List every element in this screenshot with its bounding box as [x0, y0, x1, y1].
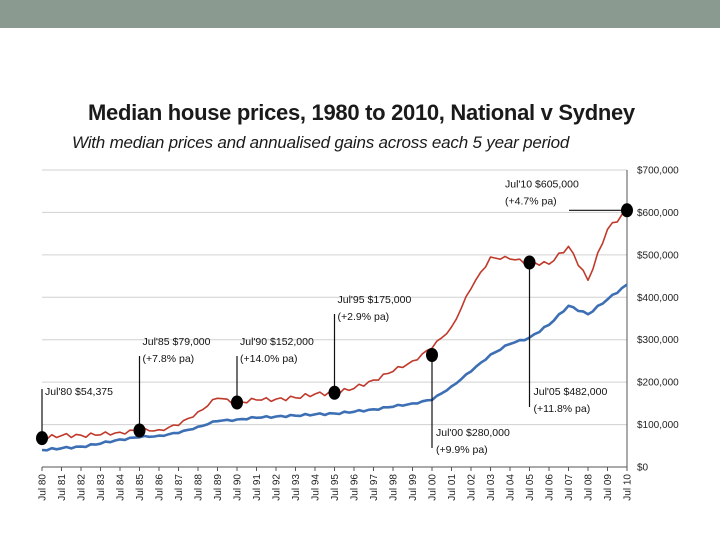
x-tick-label: Jul 88 [194, 474, 205, 501]
axes: $0 $100,000 $200,000 $300,000 $400,000 $500,0… [38, 166, 680, 501]
x-tick-label: Jul 98 [389, 474, 400, 501]
chart-title: Median house prices, 1980 to 2010, Natio… [88, 100, 635, 125]
y-tick-label: $100,000 [637, 420, 679, 431]
x-tick-label: Jul 85 [135, 474, 146, 501]
annotations: Jul'80 $54,375 Jul'85 $79,000 (+7.8% pa) Ju… [36, 178, 633, 456]
x-tick-label: Jul 92 [272, 474, 283, 501]
x-tick-label: Jul 81 [57, 474, 68, 501]
annotation-dot [36, 431, 48, 446]
y-tick-label: $400,000 [637, 293, 679, 304]
x-tick-label: Jul 04 [506, 474, 517, 501]
annotation-dot [523, 255, 536, 270]
annotation-dot [328, 385, 341, 400]
annotation-label: (+4.7% pa) [505, 195, 557, 207]
annotation-label: Jul'85 $79,000 [143, 336, 211, 348]
x-tick-label: Jul 05 [525, 474, 536, 501]
annotation-label: Jul'05 $482,000 [534, 386, 608, 398]
annotation-label: Jul'80 $54,375 [45, 386, 113, 398]
x-tick-label: Jul 09 [603, 474, 614, 501]
x-tick-label: Jul 83 [96, 474, 107, 501]
annotation-dot [621, 203, 633, 218]
annotation-label: (+7.8% pa) [143, 353, 195, 365]
y-tick-label: $500,000 [637, 250, 679, 261]
x-tick-label: Jul 99 [408, 474, 419, 501]
y-tick-label: $600,000 [637, 208, 679, 219]
x-tick-label: Jul 96 [350, 474, 361, 501]
x-tick-label: Jul 86 [155, 474, 166, 501]
x-tick-label: Jul 87 [174, 474, 185, 501]
x-tick-label: Jul 08 [584, 474, 595, 501]
x-tick-label: Jul 90 [233, 474, 244, 501]
x-tick-label: Jul 10 [623, 474, 634, 501]
annotation-label: Jul'95 $175,000 [338, 294, 412, 306]
x-tick-label: Jul 95 [330, 474, 341, 501]
x-tick-label: Jul 97 [369, 474, 380, 501]
x-tick-label: Jul 02 [467, 474, 478, 501]
annotation-label: (+9.9% pa) [436, 444, 488, 456]
annotation-label: (+2.9% pa) [338, 311, 390, 323]
annotation-label: Jul'90 $152,000 [240, 336, 314, 348]
x-tick-label: Jul 94 [311, 474, 322, 501]
annotation-label: Jul'10 $605,000 [505, 178, 579, 190]
annotation-label: Jul'00 $280,000 [436, 427, 510, 439]
annotation-dot [231, 395, 243, 410]
chart-subtitle: With median prices and annualised gains … [72, 133, 570, 152]
annotation-label: (+14.0% pa) [240, 353, 298, 365]
x-tick-label: Jul 82 [77, 474, 88, 501]
annotation-dot [426, 347, 438, 362]
x-tick-label: Jul 89 [213, 474, 224, 501]
annotation-label: (+11.8% pa) [534, 403, 591, 415]
x-tick-label: Jul 03 [486, 474, 497, 501]
y-tick-label: $700,000 [637, 166, 679, 177]
y-tick-label: $300,000 [637, 335, 679, 346]
y-tick-label: $0 [637, 463, 649, 474]
x-tick-label: Jul 84 [116, 474, 127, 501]
slide-header-bar [0, 0, 720, 28]
annotation-dot [133, 423, 146, 438]
x-tick-label: Jul 91 [252, 474, 263, 501]
x-tick-label: Jul 00 [428, 474, 439, 501]
y-tick-label: $200,000 [637, 378, 679, 389]
x-tick-label: Jul 01 [447, 474, 458, 501]
x-tick-label: Jul 93 [291, 474, 302, 501]
x-tick-label: Jul 06 [545, 474, 556, 501]
x-tick-label: Jul 80 [38, 474, 49, 501]
x-tick-label: Jul 07 [564, 474, 575, 501]
